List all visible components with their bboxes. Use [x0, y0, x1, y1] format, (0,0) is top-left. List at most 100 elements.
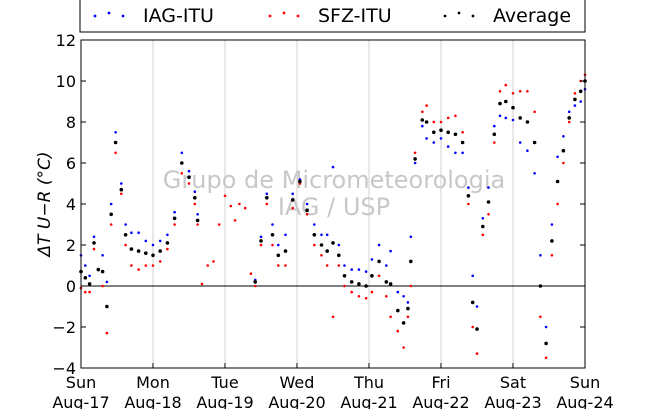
data-point — [277, 264, 280, 267]
data-point — [550, 239, 554, 243]
data-points — [79, 73, 587, 360]
data-point — [466, 194, 471, 198]
data-point — [481, 233, 485, 237]
data-point — [212, 260, 215, 263]
data-point — [493, 124, 496, 128]
data-point — [284, 233, 287, 237]
y-tick-label-8: 12 — [56, 31, 76, 50]
series-average — [79, 79, 587, 346]
data-point — [165, 241, 170, 245]
data-point — [413, 161, 417, 165]
data-point — [124, 223, 127, 226]
x-tick-date-4: Aug-21 — [340, 393, 397, 409]
data-point — [518, 90, 522, 93]
data-point — [331, 165, 335, 169]
data-point — [229, 204, 233, 208]
y-axis: −4 −2 0 2 4 6 8 10 12 — [52, 31, 585, 378]
data-point — [421, 110, 424, 114]
data-point — [532, 140, 537, 145]
data-point — [567, 110, 571, 114]
data-point — [475, 305, 479, 308]
data-point — [357, 295, 361, 298]
data-point — [562, 161, 565, 165]
data-point — [511, 105, 515, 110]
data-point — [325, 249, 330, 253]
legend-marker — [457, 11, 461, 15]
data-point — [284, 264, 287, 267]
data-point — [96, 267, 101, 272]
data-point — [158, 239, 162, 243]
data-point — [151, 264, 155, 267]
data-point — [544, 341, 548, 346]
data-point — [101, 284, 104, 288]
data-point — [467, 186, 470, 189]
watermark-line-2: IAG / USP — [278, 193, 390, 221]
data-point — [424, 120, 429, 124]
data-point — [573, 92, 577, 95]
y-tick-label-6: 8 — [66, 113, 76, 132]
legend: IAG-ITU SFZ-ITU Average — [93, 5, 571, 27]
data-point — [313, 243, 316, 247]
data-point — [364, 270, 368, 273]
x-tick-date-0: Aug-17 — [52, 393, 109, 409]
data-point — [556, 202, 559, 206]
data-point — [550, 254, 554, 257]
legend-label-0: IAG-ITU — [143, 5, 214, 27]
data-point — [88, 290, 91, 294]
data-point — [470, 300, 475, 305]
data-point — [144, 264, 148, 267]
x-tick-day-4: Thu — [353, 373, 384, 392]
data-point — [409, 284, 413, 288]
data-point — [283, 249, 288, 253]
y-axis-label: ΔT U−R (°C) — [35, 152, 55, 259]
x-tick-date-7: Aug-24 — [556, 393, 613, 409]
data-point — [471, 274, 475, 278]
data-point — [406, 306, 410, 311]
data-point — [413, 151, 417, 155]
data-point — [579, 100, 582, 103]
data-point — [420, 118, 425, 122]
data-point — [298, 179, 302, 184]
data-point — [526, 90, 529, 93]
data-point — [291, 206, 295, 210]
data-point — [83, 276, 88, 280]
data-point — [144, 251, 148, 255]
x-tick-day-0: Sun — [66, 373, 96, 392]
data-point — [187, 175, 191, 180]
data-point — [388, 282, 393, 286]
data-point — [421, 124, 424, 128]
legend-label-2: Average — [493, 5, 571, 27]
data-point — [331, 315, 335, 319]
legend-marker — [296, 14, 300, 18]
data-point — [413, 157, 417, 161]
data-point — [259, 239, 263, 243]
data-point — [538, 284, 543, 288]
data-point — [101, 254, 104, 257]
x-tick-day-3: Wed — [280, 373, 315, 392]
data-point — [370, 274, 374, 278]
data-point — [544, 356, 548, 360]
data-point — [265, 196, 269, 200]
data-point — [100, 269, 105, 274]
data-point — [402, 346, 405, 349]
data-point — [151, 243, 155, 247]
series-iag-itu — [79, 87, 587, 329]
data-point — [87, 282, 92, 286]
data-point — [105, 304, 109, 309]
data-point — [364, 284, 368, 288]
data-point — [343, 284, 346, 288]
data-point — [151, 253, 155, 258]
watermark: Grupo de Micrometeorologia IAG / USP — [163, 166, 505, 221]
data-point — [144, 239, 148, 243]
data-point — [312, 233, 317, 237]
data-point — [467, 202, 470, 206]
data-point — [385, 264, 388, 267]
data-point — [357, 282, 361, 286]
legend-item-1: SFZ-ITU — [268, 5, 392, 27]
y-tick-label-4: 4 — [66, 195, 76, 214]
data-point — [377, 259, 381, 264]
data-point — [561, 148, 566, 153]
data-point — [432, 120, 436, 124]
data-point — [337, 264, 341, 267]
